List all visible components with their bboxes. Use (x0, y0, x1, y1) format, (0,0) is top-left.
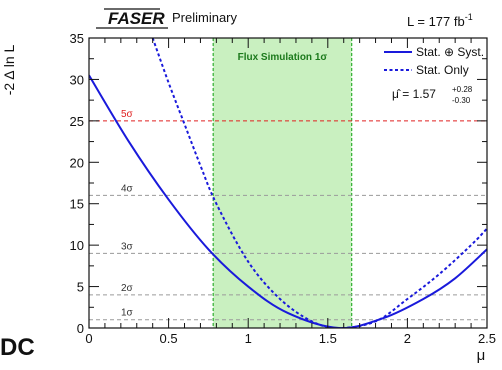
y-tick-label-7: 35 (70, 31, 84, 46)
sigma-label-1σ: 1σ (121, 308, 134, 319)
y-tick-label-0: 0 (77, 321, 84, 336)
mu-hat-upper-error: +0.28 (452, 85, 473, 94)
x-tick-label-1: 0.5 (160, 331, 178, 346)
y-tick-label-6: 30 (70, 72, 84, 87)
x-tick-label-4: 2 (404, 331, 411, 346)
legend-label-0: Stat. ⊕ Syst. (416, 45, 484, 59)
x-tick-label-2: 1 (245, 331, 252, 346)
band-label: Flux Simulation 1σ (238, 52, 328, 63)
y-tick-label-3: 15 (70, 197, 84, 212)
curves (89, 38, 487, 328)
legend: Stat. ⊕ Syst. Stat. Only μ̂ = 1.57 +0.28 -0.… (384, 45, 484, 105)
mu-hat-lower-error: -0.30 (452, 96, 471, 105)
sigma-label-2σ: 2σ (121, 283, 134, 294)
sigma-lines: 1σ 2σ 3σ 4σ 5σ (89, 109, 487, 321)
x-tick-label-3: 1.5 (319, 331, 337, 346)
chart-header: FASER Preliminary L = 177 fb-1 (96, 8, 473, 29)
mu-hat-annotation: μ̂ = 1.57 (392, 87, 436, 101)
x-tick-label-5: 2.5 (478, 331, 496, 346)
legend-label-1: Stat. Only (416, 63, 469, 77)
y-tick-label-1: 5 (77, 280, 84, 295)
sigma-label-4σ: 4σ (121, 183, 134, 194)
band-fill (213, 38, 352, 328)
flux-band: Flux Simulation 1σ (212, 38, 353, 328)
sigma-label-3σ: 3σ (121, 241, 134, 252)
x-tick-label-0: 0 (85, 331, 92, 346)
axes: 0 5 10 15 20 25 30 35 0 0.5 1 1.5 2 2.5 (70, 31, 497, 346)
series-line-0 (89, 74, 487, 328)
y-tick-label-2: 10 (70, 238, 84, 253)
x-axis-label: μ (477, 347, 486, 364)
sigma-label-5σ: 5σ (121, 109, 134, 120)
y-axis-label: -2 Δ ln L (1, 44, 17, 95)
luminosity-label: L = 177 fb-1 (407, 12, 473, 29)
y-tick-label-4: 20 (70, 155, 84, 170)
preliminary-label: Preliminary (172, 10, 238, 25)
cropped-fragment-text: DC (0, 334, 35, 361)
faser-logo: FASER (108, 9, 165, 28)
y-tick-label-5: 25 (70, 114, 84, 129)
